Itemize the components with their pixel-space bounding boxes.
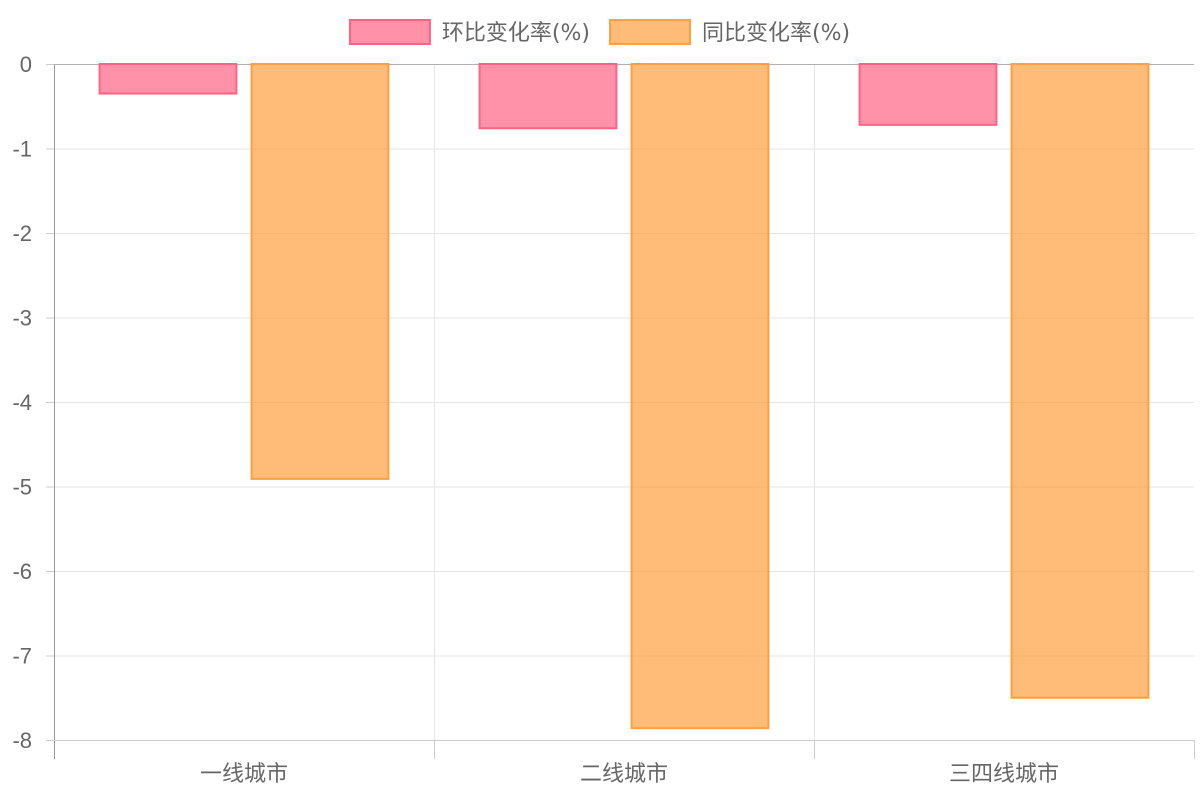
y-tick-label: -2	[12, 221, 32, 246]
x-category-label: 二线城市	[580, 762, 668, 787]
x-axis-categories: 一线城市 二线城市 三四线城市	[200, 762, 1059, 787]
x-category-label: 一线城市	[200, 762, 288, 787]
bar-mom-0[interactable]	[98, 63, 238, 95]
legend-swatch-yoy[interactable]	[609, 19, 691, 45]
legend: 环比变化率(%) 同比变化率(%)	[348, 19, 850, 46]
bar-mom-1[interactable]	[478, 63, 618, 130]
y-tick-label: -3	[12, 306, 32, 331]
y-tick-label: -5	[12, 475, 32, 500]
y-tick-label: -6	[12, 559, 32, 584]
y-tick-label: -8	[12, 728, 32, 753]
bar-yoy-1[interactable]	[630, 63, 770, 730]
legend-label-mom[interactable]: 环比变化率(%)	[442, 21, 590, 46]
bar-mom-2[interactable]	[858, 63, 998, 126]
bars	[98, 63, 1150, 730]
bar-yoy-0[interactable]	[250, 63, 390, 480]
legend-swatch-mom[interactable]	[348, 19, 431, 45]
y-axis-ticks: 0 -1 -2 -3 -4 -5 -6 -7 -8	[12, 52, 32, 753]
y-tick-label: -1	[12, 137, 32, 162]
legend-label-yoy[interactable]: 同比变化率(%)	[702, 21, 850, 46]
y-tick-label: -4	[12, 390, 32, 415]
bar-yoy-2[interactable]	[1010, 63, 1150, 699]
x-category-label: 三四线城市	[949, 762, 1059, 787]
grid-lines	[54, 64, 1194, 741]
y-tick-label: -7	[12, 644, 32, 669]
axes	[46, 64, 1195, 759]
y-tick-label: 0	[20, 52, 32, 77]
